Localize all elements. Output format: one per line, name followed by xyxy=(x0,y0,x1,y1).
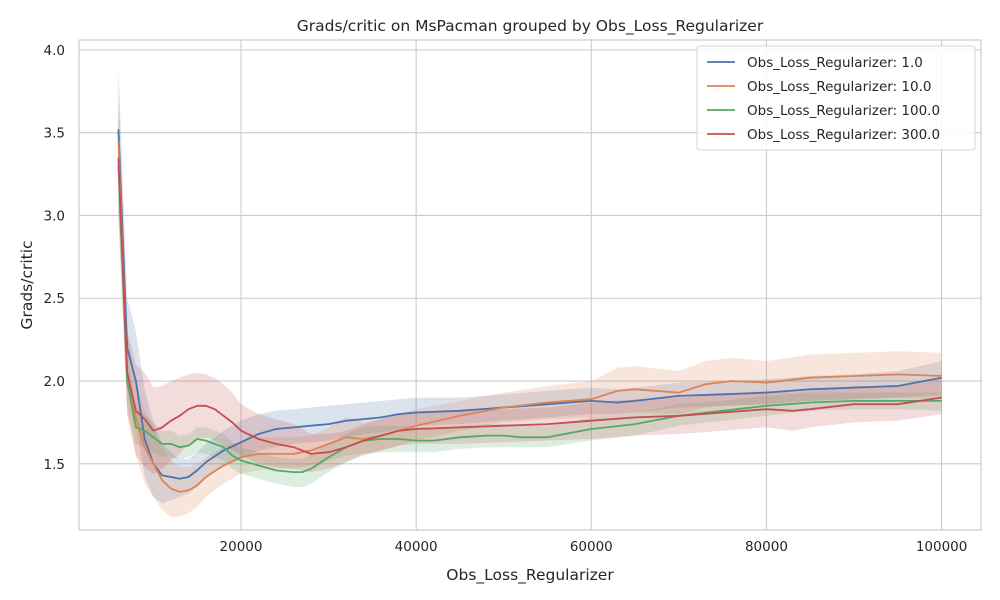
y-tick-label: 3.5 xyxy=(44,126,65,142)
legend: Obs_Loss_Regularizer: 1.0 Obs_Loss_Regula… xyxy=(696,45,976,151)
x-tick-label: 60000 xyxy=(570,539,613,555)
series-line-1 xyxy=(117,129,942,480)
x-axis-title: Obs_Loss_Regularizer xyxy=(446,566,614,585)
confidence-band-2 xyxy=(118,83,942,517)
y-tick-label: 1.5 xyxy=(44,457,65,473)
y-axis-ticks: 1.5 2.0 2.5 3.0 3.5 4.0 xyxy=(44,43,65,473)
x-tick-label: 20000 xyxy=(220,539,263,555)
series-line-2 xyxy=(117,140,942,493)
y-tick-label: 2.0 xyxy=(44,374,65,390)
legend-label-2: Obs_Loss_Regularizer: 10.0 xyxy=(747,79,931,95)
y-tick-label: 3.0 xyxy=(44,208,65,224)
series-line-4 xyxy=(117,157,942,455)
legend-label-4: Obs_Loss_Regularizer: 300.0 xyxy=(747,127,940,143)
confidence-band-4 xyxy=(118,99,942,474)
plot-frame xyxy=(78,39,982,531)
x-tick-label: 100000 xyxy=(916,539,968,555)
y-tick-label: 2.5 xyxy=(44,291,65,307)
legend-label-1: Obs_Loss_Regularizer: 1.0 xyxy=(747,55,923,71)
chart-title: Grads/critic on MsPacman grouped by Obs_… xyxy=(297,17,764,36)
x-tick-label: 40000 xyxy=(395,539,438,555)
y-tick-label: 4.0 xyxy=(44,43,65,59)
legend-label-3: Obs_Loss_Regularizer: 100.0 xyxy=(747,103,940,119)
legend-box xyxy=(696,45,976,151)
x-axis-ticks: 20000 40000 60000 80000 100000 xyxy=(220,539,968,555)
confidence-band-3 xyxy=(118,116,942,487)
x-tick-label: 80000 xyxy=(745,539,788,555)
series-lines xyxy=(117,129,942,493)
series-line-3 xyxy=(117,165,942,474)
y-axis-title: Grads/critic xyxy=(18,240,36,329)
